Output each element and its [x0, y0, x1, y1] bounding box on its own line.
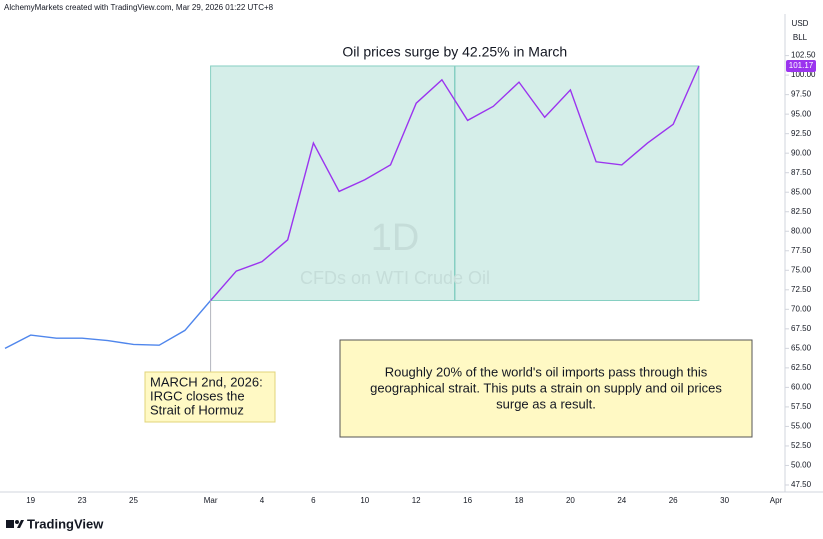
- y-tick-label: 82.50: [791, 207, 812, 216]
- callout-text: IRGC closes the: [150, 388, 245, 403]
- price-line: [4, 300, 212, 349]
- x-tick-label: 4: [260, 496, 265, 505]
- x-tick-label: 19: [26, 496, 35, 505]
- x-tick-label: Mar: [204, 496, 218, 505]
- y-tick-label: 100.00: [791, 70, 816, 79]
- y-tick-label: 80.00: [791, 226, 812, 235]
- x-tick-label: 6: [311, 496, 316, 505]
- y-tick-label: 65.00: [791, 343, 812, 352]
- y-tick-label: 97.50: [791, 90, 812, 99]
- y-tick-label: 92.50: [791, 129, 812, 138]
- y-tick-label: 77.50: [791, 246, 812, 255]
- x-tick-label: 12: [412, 496, 421, 505]
- watermark: CFDs on WTI Crude Oil: [300, 268, 490, 288]
- y-tick-label: 47.50: [791, 480, 812, 489]
- y-tick-label: 60.00: [791, 382, 812, 391]
- y-tick-label: 57.50: [791, 402, 812, 411]
- y-tick-label: 95.00: [791, 109, 812, 118]
- note-text: geographical strait. This puts a strain …: [370, 380, 722, 395]
- x-tick-label: 16: [463, 496, 472, 505]
- logo-text: TradingView: [27, 516, 104, 531]
- y-tick-label: 50.00: [791, 461, 812, 470]
- logo: TradingView: [6, 516, 104, 531]
- x-tick-label: 18: [515, 496, 524, 505]
- x-tick-label: 30: [720, 496, 729, 505]
- x-tick-label: 20: [566, 496, 575, 505]
- chart-title: Oil prices surge by 42.25% in March: [342, 44, 567, 60]
- y-tick-label: 75.00: [791, 265, 812, 274]
- note-box: [339, 339, 753, 438]
- price-line: [210, 65, 700, 301]
- note-text: Roughly 20% of the world's oil imports p…: [385, 364, 708, 379]
- price-tag: [786, 59, 816, 72]
- y-tick-label: 72.50: [791, 285, 812, 294]
- callout-text: MARCH 2nd, 2026:: [150, 374, 263, 389]
- note-text: surge as a result.: [496, 396, 596, 411]
- price-tag-label: 101.17: [789, 61, 814, 70]
- logo-icon: [15, 520, 19, 524]
- currency: USD: [792, 19, 809, 28]
- x-tick-label: Apr: [770, 496, 783, 505]
- x-tick-label: 23: [78, 496, 87, 505]
- x-tick-label: 24: [617, 496, 626, 505]
- header: AlchemyMarkets created with TradingView.…: [4, 3, 274, 12]
- y-tick-label: 102.50: [791, 51, 816, 60]
- x-tick-label: 25: [129, 496, 138, 505]
- y-tick-label: 85.00: [791, 187, 812, 196]
- callout-box: [144, 371, 276, 423]
- callout-text: Strait of Hormuz: [150, 402, 244, 417]
- y-tick-label: 62.50: [791, 363, 812, 372]
- unit: BLL: [793, 33, 808, 42]
- logo-icon: [6, 520, 14, 528]
- y-tick-label: 70.00: [791, 304, 812, 313]
- y-tick-label: 90.00: [791, 148, 812, 157]
- y-tick-label: 87.50: [791, 168, 812, 177]
- y-tick-label: 52.50: [791, 441, 812, 450]
- watermark: 1D: [371, 217, 420, 259]
- x-tick-label: 26: [669, 496, 678, 505]
- logo-icon: [17, 520, 24, 528]
- y-tick-label: 67.50: [791, 324, 812, 333]
- x-tick-label: 10: [360, 496, 369, 505]
- y-tick-label: 55.00: [791, 422, 812, 431]
